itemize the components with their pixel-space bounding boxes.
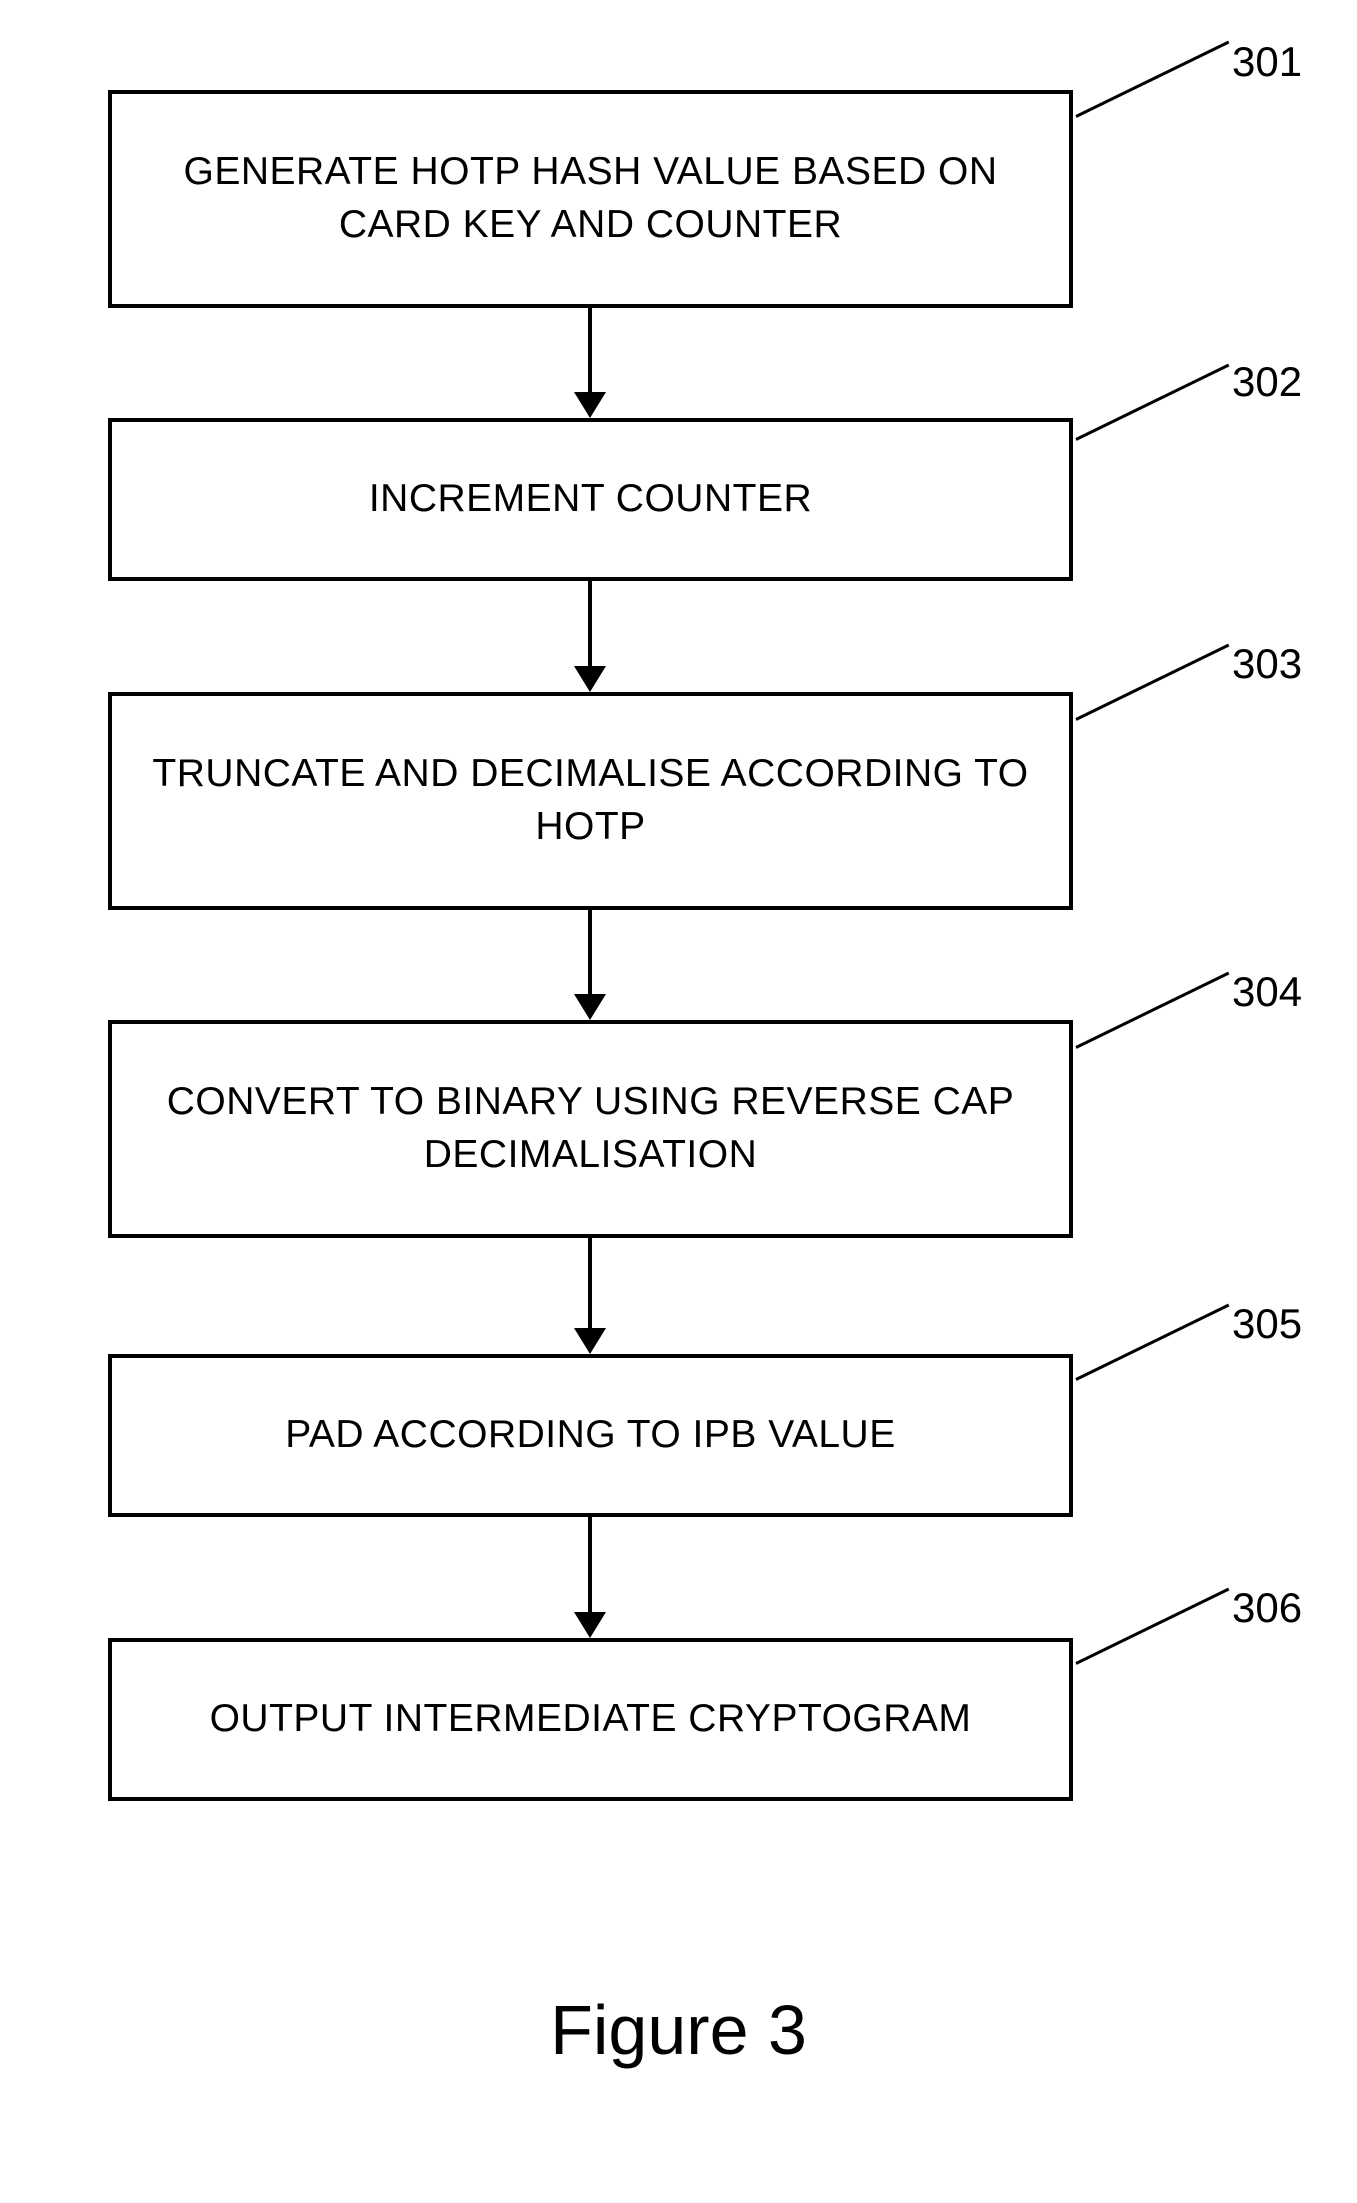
- flow-box: OUTPUT INTERMEDIATE CRYPTOGRAM: [108, 1638, 1073, 1801]
- flow-box-label: CONVERT TO BINARY USING REVERSE CAPDECIM…: [137, 1076, 1045, 1181]
- flow-arrow: [570, 308, 610, 418]
- flow-arrow: [570, 1238, 610, 1354]
- flow-box: PAD ACCORDING TO IPB VALUE: [108, 1354, 1073, 1517]
- flow-arrow: [570, 1517, 610, 1638]
- page-root: GENERATE HOTP HASH VALUE BASED ONCARD KE…: [0, 0, 1357, 2203]
- reference-leader-line: [1075, 972, 1229, 1049]
- flow-box: INCREMENT COUNTER: [108, 418, 1073, 581]
- figure-caption: Figure 3: [0, 1990, 1357, 2070]
- flow-box: TRUNCATE AND DECIMALISE ACCORDING TOHOTP: [108, 692, 1073, 910]
- reference-number: 303: [1232, 640, 1302, 688]
- reference-leader-line: [1075, 41, 1229, 118]
- reference-number: 302: [1232, 358, 1302, 406]
- flow-arrow: [570, 910, 610, 1020]
- flow-box-label: TRUNCATE AND DECIMALISE ACCORDING TOHOTP: [122, 748, 1058, 853]
- reference-leader-line: [1075, 364, 1229, 441]
- flow-box-label: INCREMENT COUNTER: [339, 473, 842, 526]
- flow-box-label: PAD ACCORDING TO IPB VALUE: [255, 1409, 925, 1462]
- reference-leader-line: [1075, 644, 1229, 721]
- flow-box: CONVERT TO BINARY USING REVERSE CAPDECIM…: [108, 1020, 1073, 1238]
- flow-arrow: [570, 581, 610, 692]
- reference-number: 304: [1232, 968, 1302, 1016]
- reference-leader-line: [1075, 1304, 1229, 1381]
- reference-number: 301: [1232, 38, 1302, 86]
- flow-box-label: GENERATE HOTP HASH VALUE BASED ONCARD KE…: [153, 146, 1027, 251]
- flow-box: GENERATE HOTP HASH VALUE BASED ONCARD KE…: [108, 90, 1073, 308]
- reference-number: 305: [1232, 1300, 1302, 1348]
- reference-number: 306: [1232, 1584, 1302, 1632]
- flow-box-label: OUTPUT INTERMEDIATE CRYPTOGRAM: [180, 1693, 1002, 1746]
- reference-leader-line: [1075, 1588, 1229, 1665]
